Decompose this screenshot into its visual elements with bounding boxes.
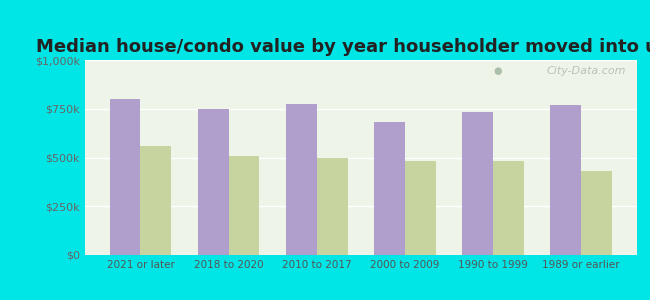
Bar xyxy=(493,161,524,255)
Bar xyxy=(374,122,405,255)
Title: Median house/condo value by year householder moved into unit: Median house/condo value by year househo… xyxy=(36,38,650,56)
Bar xyxy=(462,112,493,255)
Bar xyxy=(550,105,581,255)
Bar xyxy=(581,171,612,255)
Bar xyxy=(405,161,436,255)
Text: City-Data.com: City-Data.com xyxy=(547,66,626,76)
Bar xyxy=(229,155,259,255)
Text: ●: ● xyxy=(493,66,502,76)
Bar xyxy=(140,146,172,255)
Bar xyxy=(286,104,317,255)
Bar xyxy=(198,109,229,255)
Bar xyxy=(110,99,140,255)
Bar xyxy=(317,158,348,255)
